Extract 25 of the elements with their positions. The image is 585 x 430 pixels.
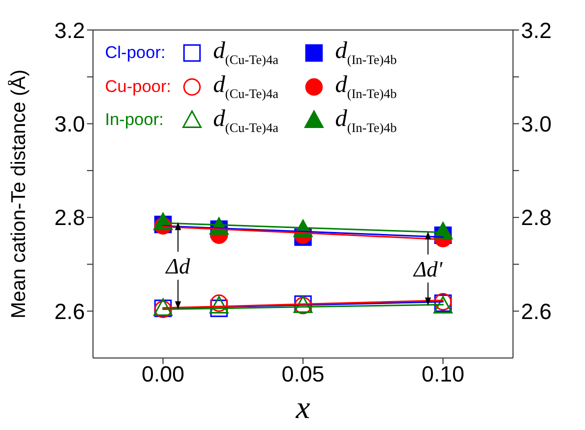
legend-label: d$_{(Cu-Te)4a}$ <box>213 72 280 102</box>
y-tick-label: 2.8 <box>54 205 85 230</box>
y2-tick-label: 3.2 <box>521 18 552 43</box>
y-tick-label: 3.0 <box>54 112 85 137</box>
x-tick-label: 0.00 <box>142 362 184 387</box>
legend-label: d$_{(Cu-Te)4a}$ <box>213 38 280 68</box>
x-axis-title: x <box>294 389 310 425</box>
annotation: Δd <box>165 254 191 279</box>
annotation: Cl-poor: <box>105 42 166 63</box>
y-axis-title: Mean cation-Te distance (Å) <box>7 69 30 319</box>
legend-label: d$_{(In-Te)4b}$ <box>335 106 398 136</box>
x-tick-label: 0.10 <box>422 362 464 387</box>
y-tick-label: 3.2 <box>54 18 85 43</box>
point <box>210 300 228 318</box>
annotation: In-poor: <box>105 110 165 130</box>
y2-tick-label: 2.8 <box>521 205 552 230</box>
annotation: Cu-poor: <box>105 76 172 97</box>
y2-tick-label: 2.6 <box>521 298 552 324</box>
legend-label: d$_{(In-Te)4b}$ <box>335 72 398 102</box>
legend-label: d$_{(In-Te)4b}$ <box>335 38 398 68</box>
annotation: Δd' <box>412 256 443 282</box>
y-tick-label: 2.6 <box>54 298 85 324</box>
x-tick-label: 0.05 <box>282 362 324 387</box>
legend-label: d$_{(Cu-Te)4a}$ <box>213 106 280 136</box>
y2-tick-label: 3.0 <box>521 112 552 137</box>
